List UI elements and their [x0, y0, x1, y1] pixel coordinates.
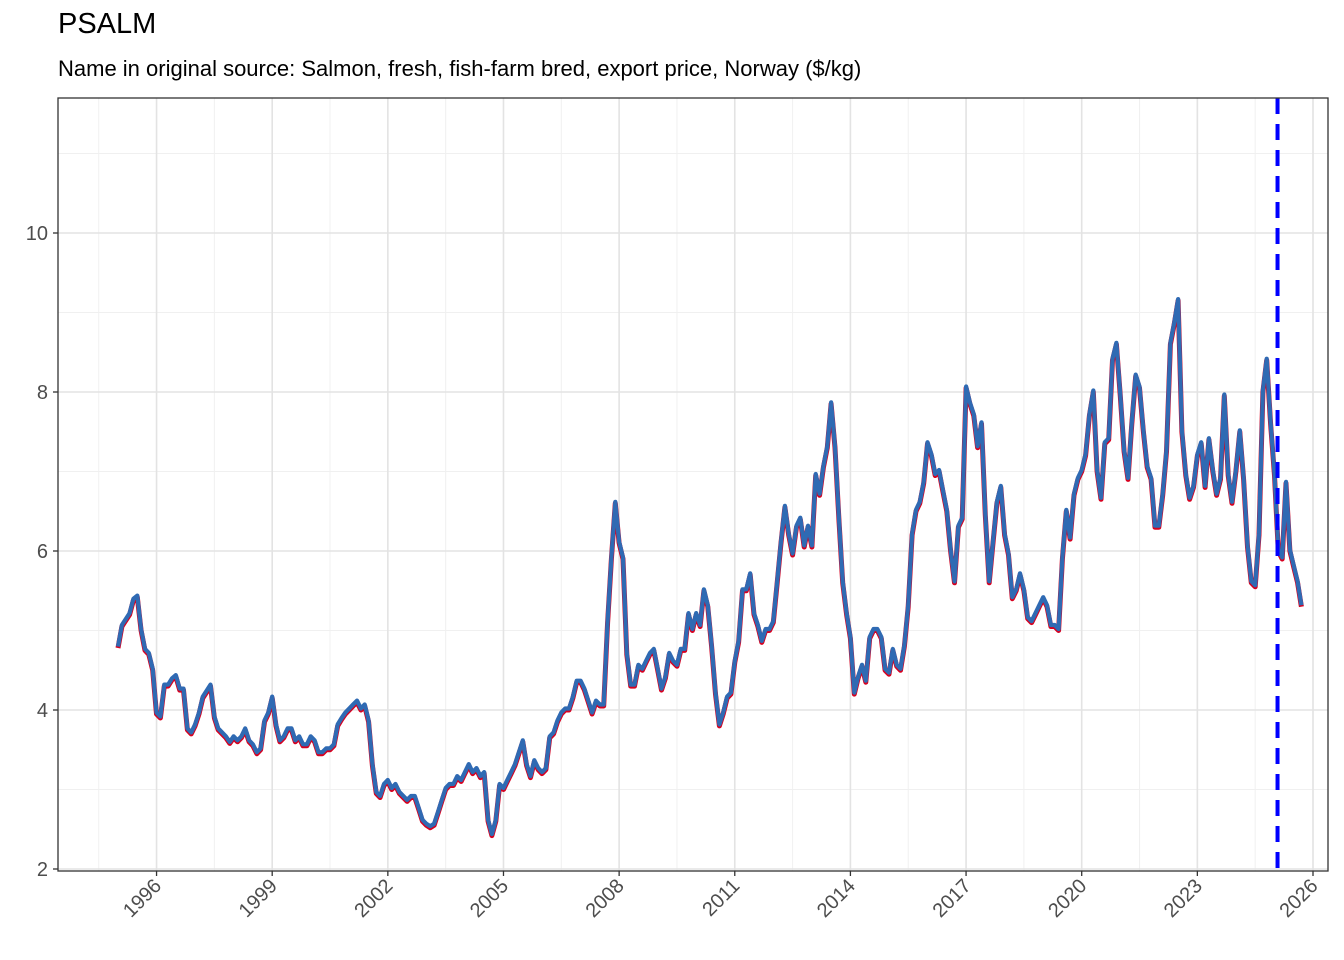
x-tick-label: 2026 [1276, 875, 1323, 922]
chart-title: PSALM [58, 8, 157, 40]
x-tick-label: 2014 [813, 875, 860, 922]
x-tick-label: 2011 [698, 875, 744, 921]
x-tick-label: 2005 [466, 875, 513, 922]
series-line-red [115, 298, 1304, 839]
y-tick-label: 4 [37, 700, 48, 722]
x-tick-label: 2008 [582, 875, 629, 922]
x-tick-label: 2020 [1044, 875, 1091, 922]
x-tick-label: 1996 [119, 875, 166, 922]
y-tick-label: 6 [37, 541, 48, 563]
y-tick-label: 10 [26, 223, 48, 245]
series-line-blue [115, 297, 1304, 837]
x-tick-label: 2023 [1160, 875, 1207, 922]
x-tick-label: 2002 [350, 875, 397, 922]
plot-border [57, 97, 1329, 872]
y-tick-label: 2 [37, 859, 48, 881]
y-tick-label: 8 [37, 382, 48, 404]
x-tick-label: 1999 [235, 875, 282, 922]
x-tick-label: 2017 [929, 875, 976, 922]
chart-subtitle: Name in original source: Salmon, fresh, … [58, 56, 862, 81]
